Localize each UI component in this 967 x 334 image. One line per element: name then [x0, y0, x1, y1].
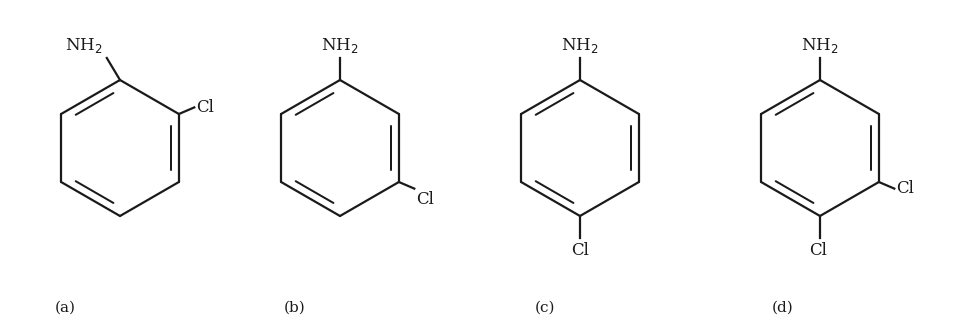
Text: (d): (d)	[772, 301, 794, 315]
Text: NH$_2$: NH$_2$	[561, 36, 599, 55]
Text: NH$_2$: NH$_2$	[802, 36, 838, 55]
Text: Cl: Cl	[196, 99, 214, 116]
Text: (b): (b)	[284, 301, 306, 315]
Text: Cl: Cl	[416, 191, 434, 208]
Text: NH$_2$: NH$_2$	[66, 36, 103, 55]
Text: (c): (c)	[535, 301, 555, 315]
Text: Cl: Cl	[809, 242, 827, 259]
Text: Cl: Cl	[896, 180, 914, 197]
Text: NH$_2$: NH$_2$	[321, 36, 359, 55]
Text: (a): (a)	[54, 301, 75, 315]
Text: Cl: Cl	[571, 242, 589, 259]
